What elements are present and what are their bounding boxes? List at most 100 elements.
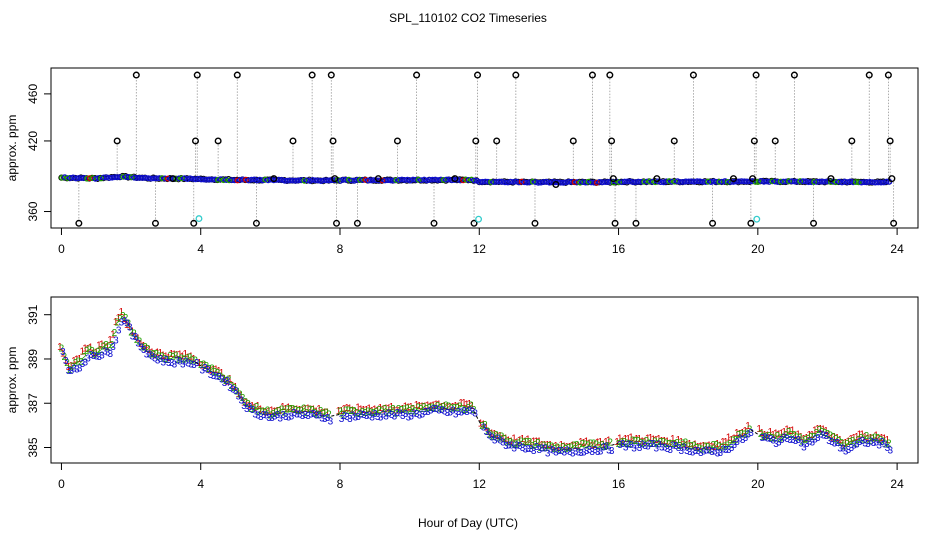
x-axis-label: Hour of Day (UTC) bbox=[418, 516, 518, 530]
spike-point bbox=[848, 137, 856, 145]
series-1-point: 1 bbox=[375, 405, 381, 416]
series-3-point: 3 bbox=[428, 405, 434, 416]
spike-point bbox=[771, 137, 779, 145]
series-1-point: 1 bbox=[812, 425, 818, 436]
series-2-point: 2 bbox=[312, 408, 318, 419]
baseline-sample-point bbox=[761, 178, 767, 185]
series-1-point: 1 bbox=[300, 406, 306, 417]
series-2-point: 2 bbox=[134, 335, 140, 346]
baseline-sample-point bbox=[499, 178, 506, 185]
y-tick-label: 360 bbox=[26, 201, 40, 221]
series-3-point: 3 bbox=[542, 443, 548, 454]
series-1-point: 1 bbox=[93, 348, 99, 359]
series-3-point: 3 bbox=[191, 360, 197, 371]
calibration-point bbox=[753, 215, 761, 223]
baseline-sample-point bbox=[696, 178, 703, 185]
series-3-point: 3 bbox=[339, 414, 345, 425]
series-3-point: 3 bbox=[854, 440, 860, 451]
baseline-sample-point bbox=[98, 175, 104, 182]
series-1-point: 1 bbox=[829, 433, 835, 444]
series-3-point: 3 bbox=[381, 410, 387, 421]
series-1-point: 1 bbox=[876, 433, 882, 444]
baseline-sample-point bbox=[864, 179, 871, 186]
series-1-point: 1 bbox=[678, 437, 684, 448]
series-2-point: 2 bbox=[270, 409, 276, 420]
series-1-point: 1 bbox=[586, 438, 592, 449]
series-2-point: 2 bbox=[488, 430, 494, 441]
series-1-point: 1 bbox=[790, 425, 796, 436]
series-2-point: 2 bbox=[780, 432, 786, 443]
series-3-point: 3 bbox=[631, 443, 637, 454]
series-3-point: 3 bbox=[840, 444, 846, 455]
series-3-point: 3 bbox=[731, 440, 737, 451]
baseline-sample-point bbox=[585, 178, 592, 185]
series-1-point: 1 bbox=[556, 443, 562, 454]
series-1-point: 1 bbox=[400, 404, 406, 415]
baseline-sample-point bbox=[462, 176, 469, 183]
series-1-point: 1 bbox=[511, 433, 517, 444]
series-2-point: 2 bbox=[504, 438, 510, 449]
series-3-point: 3 bbox=[244, 404, 250, 415]
spike-point bbox=[827, 175, 835, 183]
series-3-point: 3 bbox=[294, 409, 300, 420]
spike-point bbox=[451, 175, 459, 183]
baseline-sample-point bbox=[142, 174, 149, 181]
series-2-point: 2 bbox=[387, 406, 393, 417]
series-1-point: 1 bbox=[533, 437, 539, 448]
series-2-point: 2 bbox=[290, 404, 296, 415]
series-2-point: 2 bbox=[162, 354, 168, 365]
x-tick-label: 4 bbox=[197, 242, 204, 256]
series-3-point: 3 bbox=[720, 444, 726, 455]
series-1-point: 1 bbox=[113, 317, 119, 328]
series-1-point: 1 bbox=[155, 348, 161, 359]
series-1-point: 1 bbox=[455, 402, 461, 413]
series-3-point: 3 bbox=[848, 443, 854, 454]
series-2-point: 2 bbox=[669, 439, 675, 450]
series-3-point: 3 bbox=[709, 447, 715, 458]
series-3-point: 3 bbox=[829, 437, 835, 448]
series-3-point: 3 bbox=[673, 441, 679, 452]
baseline-sample-point bbox=[630, 179, 637, 186]
series-1-point: 1 bbox=[146, 345, 152, 356]
series-2-point: 2 bbox=[165, 355, 171, 366]
baseline-sample-point bbox=[151, 175, 157, 182]
spike-point bbox=[132, 71, 140, 79]
series-2-point: 2 bbox=[89, 346, 95, 357]
series-2-point: 2 bbox=[588, 439, 594, 450]
series-3-point: 3 bbox=[776, 438, 782, 449]
series-2-point: 2 bbox=[139, 342, 145, 353]
series-3-point: 3 bbox=[272, 411, 278, 422]
series-1-point: 1 bbox=[247, 401, 253, 412]
series-2-point: 2 bbox=[783, 430, 789, 441]
series-1-point: 1 bbox=[545, 440, 551, 451]
series-2-point: 2 bbox=[724, 440, 730, 451]
baseline-sample-point bbox=[774, 178, 781, 185]
baseline-sample-point bbox=[596, 178, 603, 185]
series-1-point: 1 bbox=[77, 354, 83, 365]
series-1-point: 1 bbox=[703, 442, 709, 453]
baseline-sample-point bbox=[683, 178, 689, 185]
series-1-point: 1 bbox=[572, 441, 578, 452]
series-3-point: 3 bbox=[486, 431, 492, 442]
baseline-sample-point bbox=[198, 176, 205, 183]
series-2-point: 2 bbox=[167, 351, 173, 362]
series-1-point: 1 bbox=[205, 364, 211, 375]
baseline-sample-point bbox=[476, 179, 483, 186]
series-3-point: 3 bbox=[570, 448, 576, 459]
series-3-point: 3 bbox=[297, 409, 303, 420]
spike-point bbox=[888, 175, 896, 183]
baseline-sample-point bbox=[543, 178, 550, 185]
spike-point bbox=[670, 137, 678, 145]
series-2-point: 2 bbox=[254, 402, 260, 413]
series-2-point: 2 bbox=[630, 435, 636, 446]
series-2-point: 2 bbox=[577, 442, 583, 453]
series-1-point: 1 bbox=[528, 439, 534, 450]
series-1-point: 1 bbox=[191, 354, 197, 365]
spike-point bbox=[552, 180, 560, 188]
series-3-point: 3 bbox=[355, 412, 361, 423]
series-3-point: 3 bbox=[726, 445, 732, 456]
series-1-point: 1 bbox=[213, 365, 219, 376]
series-2-point: 2 bbox=[538, 443, 544, 454]
baseline-sample-point bbox=[532, 179, 539, 186]
series-1-point: 1 bbox=[600, 440, 606, 451]
